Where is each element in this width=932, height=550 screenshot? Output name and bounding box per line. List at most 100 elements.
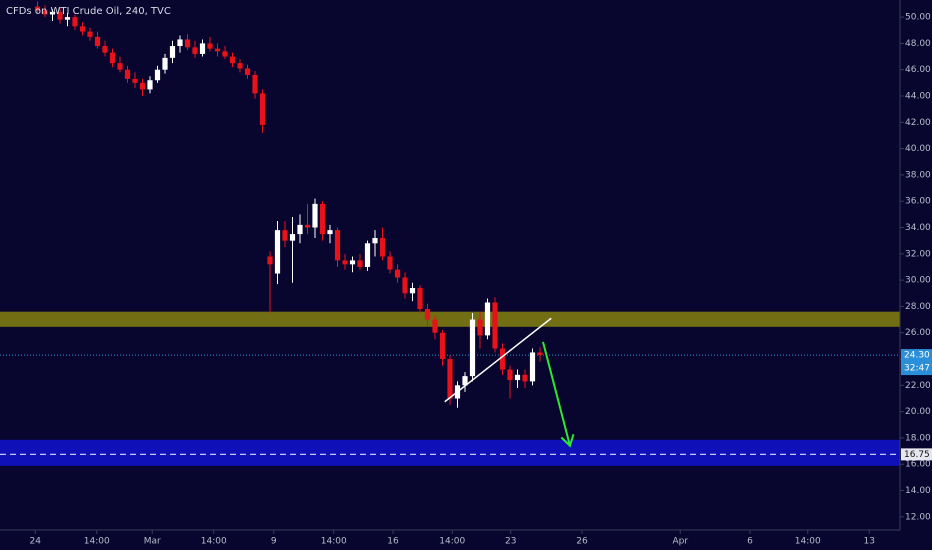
candle-body <box>379 238 386 257</box>
candle-body <box>42 10 48 15</box>
plot-area <box>0 1 900 466</box>
candle-body <box>319 203 326 235</box>
candle-body <box>117 63 123 70</box>
candle-body <box>484 302 491 336</box>
x-tick-label: Mar <box>144 537 161 547</box>
candle-body <box>177 39 183 47</box>
candle-body <box>109 52 116 64</box>
zone <box>0 439 900 466</box>
candle-body <box>477 319 483 336</box>
candle-body <box>507 369 513 381</box>
x-tick-label: 23 <box>505 537 516 547</box>
candle-body <box>57 11 63 20</box>
candle-body <box>297 224 303 235</box>
candle-body <box>162 57 168 70</box>
candle-body <box>409 288 416 294</box>
candle-body <box>79 26 86 32</box>
candle-body <box>462 376 468 386</box>
candle-body <box>439 332 446 360</box>
candle-body <box>252 74 258 94</box>
candle-body <box>229 56 236 64</box>
candle-body <box>312 203 318 228</box>
last-price-label: 24.30 <box>904 351 930 361</box>
candle-body <box>327 230 333 235</box>
candle-body <box>64 17 71 20</box>
candle-body <box>499 348 506 370</box>
candle-body <box>304 224 311 228</box>
y-tick-label: 48.00 <box>905 39 931 49</box>
candle-body <box>424 309 431 320</box>
y-tick-label: 50.00 <box>905 13 931 23</box>
y-tick-label: 42.00 <box>905 118 931 128</box>
candle-body <box>154 69 161 81</box>
chart-title: CFDs on WTI Crude Oil, 240, TVC <box>6 6 171 17</box>
x-tick-label: 13 <box>864 537 875 547</box>
candle-body <box>49 11 56 15</box>
y-tick-label: 46.00 <box>905 65 931 75</box>
candle-body <box>537 352 543 356</box>
y-tick-label: 22.00 <box>905 381 931 391</box>
y-tick-label: 40.00 <box>905 144 931 154</box>
candle-body <box>87 31 93 37</box>
x-tick-label: 14:00 <box>795 537 821 547</box>
candle-body <box>222 51 228 57</box>
x-tick-label: 26 <box>576 537 588 547</box>
candle-body <box>372 238 378 244</box>
x-tick-label: 6 <box>747 537 753 547</box>
y-tick-label: 44.00 <box>905 92 931 102</box>
candle-body <box>417 288 423 310</box>
candle-body <box>282 230 288 241</box>
candle-body <box>357 260 363 267</box>
trend-line <box>444 317 552 403</box>
level-label-bg <box>901 448 932 461</box>
y-tick-label: 30.00 <box>905 276 931 286</box>
y-tick-label: 16.00 <box>905 460 931 470</box>
level-label: 16.75 <box>904 450 930 460</box>
candle-body <box>192 47 198 54</box>
countdown-label: 32:47 <box>904 364 930 374</box>
x-tick-label: 9 <box>271 537 277 547</box>
candle-body <box>214 48 221 52</box>
y-tick-label: 34.00 <box>905 223 931 233</box>
x-tick-label: 24 <box>30 537 42 547</box>
y-tick-label: 18.00 <box>905 433 931 443</box>
candle-body <box>469 319 476 377</box>
candle-body <box>289 234 296 241</box>
candle-body <box>334 230 341 261</box>
candle-body <box>387 256 393 270</box>
candle-body <box>244 68 251 75</box>
candle-body <box>34 6 41 11</box>
x-tick-label: 14:00 <box>321 537 347 547</box>
candle-body <box>207 43 213 49</box>
y-tick-label: 36.00 <box>905 197 931 207</box>
candle-body <box>259 93 266 125</box>
y-tick-label: 38.00 <box>905 170 931 180</box>
candle-body <box>529 352 536 382</box>
candle-body <box>94 36 101 47</box>
candle-body <box>72 17 78 27</box>
x-tick-label: Apr <box>672 537 688 547</box>
candle-body <box>522 374 528 382</box>
y-tick-label: 12.00 <box>905 512 931 522</box>
x-tick-label: 14:00 <box>439 537 465 547</box>
candle-body <box>199 43 206 54</box>
candle-body <box>139 82 146 90</box>
candle-body <box>274 230 281 274</box>
candle-body <box>267 256 273 265</box>
candle-body <box>432 319 438 333</box>
candle-body <box>394 269 401 278</box>
candle-body <box>102 46 108 53</box>
x-tick-label: 14:00 <box>84 537 110 547</box>
candle-body <box>237 63 243 69</box>
candle-body <box>364 243 371 267</box>
candle-body <box>124 69 131 79</box>
last-price-label-bg <box>901 349 932 376</box>
y-tick-label: 14.00 <box>905 486 931 496</box>
y-tick-label: 26.00 <box>905 328 931 338</box>
candle-body <box>514 374 521 381</box>
candle-body <box>169 46 176 58</box>
zone <box>0 311 900 327</box>
y-tick-label: 32.00 <box>905 249 931 259</box>
